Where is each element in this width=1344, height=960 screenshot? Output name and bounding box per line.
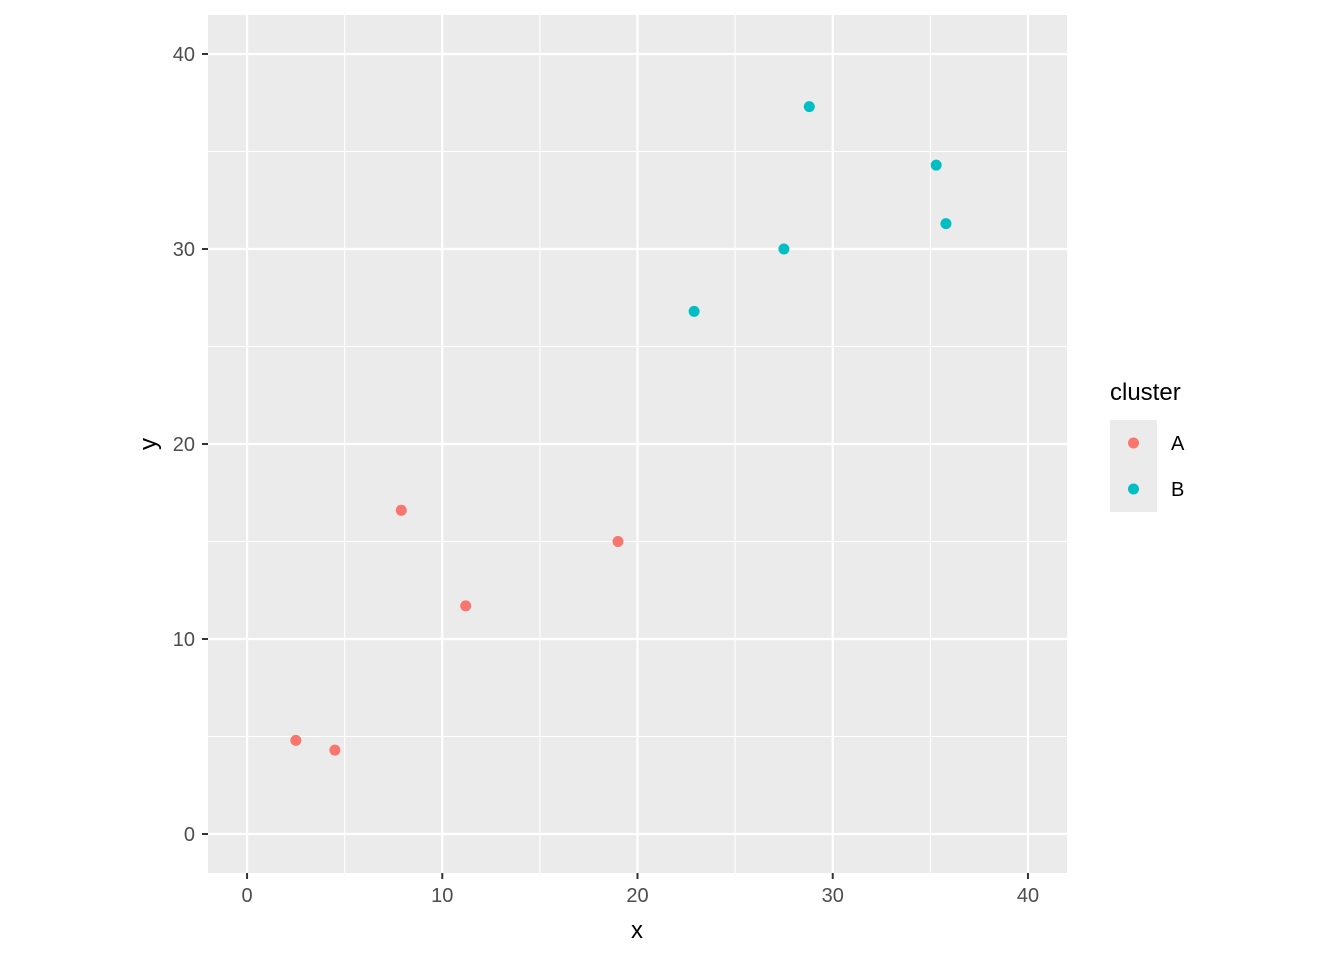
x-axis-tick-labels: 0 10 20 30 40 <box>241 885 1039 907</box>
data-point-a <box>290 734 302 746</box>
legend-keys: AB <box>1110 420 1185 512</box>
data-point-a <box>460 600 472 612</box>
data-point-b <box>778 243 790 255</box>
y-tick-label: 0 <box>184 824 195 846</box>
major-gridlines <box>208 15 1067 873</box>
x-tick-label: 20 <box>626 885 648 907</box>
x-tick-label: 30 <box>822 885 844 907</box>
legend-title: cluster <box>1110 379 1181 406</box>
x-tick-label: 0 <box>241 885 252 907</box>
data-point-a <box>329 744 341 756</box>
legend: cluster AB <box>1110 379 1185 512</box>
data-point-a <box>612 536 624 547</box>
data-point-b <box>688 305 700 317</box>
data-point-a <box>395 504 407 516</box>
y-tick-label: 40 <box>173 44 195 66</box>
legend-key-a <box>1128 437 1139 449</box>
legend-key-b <box>1128 483 1139 495</box>
x-axis-title: x <box>631 917 643 944</box>
x-tick-label: 10 <box>431 885 453 907</box>
axis-ticks <box>202 53 1029 879</box>
data-points <box>290 101 952 756</box>
legend-label-a: A <box>1171 433 1185 455</box>
data-point-b <box>940 218 952 230</box>
data-point-b <box>803 101 815 113</box>
y-tick-label: 30 <box>173 239 195 261</box>
y-axis-title: y <box>135 438 162 450</box>
y-tick-label: 20 <box>173 434 195 456</box>
y-tick-label: 10 <box>173 629 195 651</box>
x-tick-label: 40 <box>1017 885 1039 907</box>
legend-label-b: B <box>1171 479 1184 501</box>
data-point-b <box>930 159 942 171</box>
y-axis-tick-labels: 0 10 20 30 40 <box>173 44 195 846</box>
